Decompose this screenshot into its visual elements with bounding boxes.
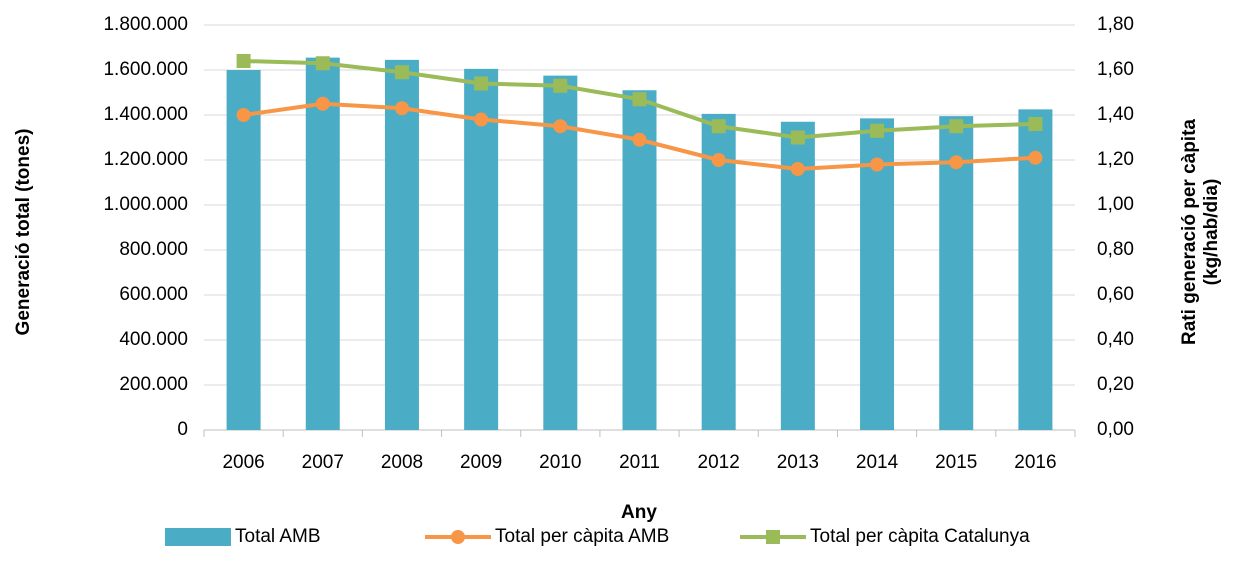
y-tick-label: 0 (177, 419, 188, 440)
y-tick-label: 1.200.000 (103, 149, 188, 170)
y2-tick-label: 1,40 (1097, 104, 1134, 125)
y2-tick-label: 0,40 (1097, 329, 1134, 350)
marker (790, 130, 805, 145)
marker (315, 56, 330, 71)
x-tick-label: 2013 (777, 452, 819, 473)
y-tick-label: 1.600.000 (103, 59, 188, 80)
y-tick-label: 1.800.000 (103, 14, 188, 35)
legend-swatch (165, 528, 231, 546)
y2-tick-label: 1,60 (1097, 59, 1134, 80)
x-tick-label: 2016 (1014, 452, 1056, 473)
marker (870, 157, 885, 172)
marker (474, 76, 489, 91)
y-tick-label: 600.000 (119, 284, 188, 305)
x-tick-label: 2012 (698, 452, 740, 473)
x-tick-label: 2006 (222, 452, 264, 473)
y-tick-label: 1.000.000 (103, 194, 188, 215)
marker (553, 78, 568, 93)
y-tick-label: 400.000 (119, 329, 188, 350)
x-tick-label: 2010 (539, 452, 581, 473)
bar (543, 75, 578, 430)
marker (1028, 150, 1043, 165)
y2-axis-title: (kg/hab/dia) (1201, 179, 1222, 286)
y2-tick-label: 0,20 (1097, 374, 1134, 395)
x-tick-label: 2007 (302, 452, 344, 473)
legend-label: Total per càpita AMB (495, 526, 669, 547)
marker (790, 162, 805, 176)
y2-axis-title: Rati generació per càpita (1179, 119, 1200, 345)
y2-tick-label: 1,20 (1097, 149, 1134, 170)
legend-swatch (766, 530, 780, 544)
y2-tick-label: 1,00 (1097, 194, 1134, 215)
marker (315, 96, 330, 111)
marker (949, 155, 964, 170)
y2-tick-label: 0,80 (1097, 239, 1134, 260)
x-axis-title: Any (621, 502, 657, 523)
marker (474, 112, 489, 127)
marker (394, 65, 409, 80)
marker (1028, 117, 1043, 131)
bar (464, 68, 499, 430)
y2-tick-label: 0,00 (1097, 419, 1134, 440)
y2-tick-label: 0,60 (1097, 284, 1134, 305)
legend-label: Total per càpita Catalunya (810, 526, 1030, 547)
y2-tick-label: 1,80 (1097, 14, 1134, 35)
legend-label: Total AMB (235, 526, 321, 547)
bar (226, 70, 261, 430)
y-tick-label: 200.000 (119, 374, 188, 395)
y-axis-title: Generació total (tones) (13, 129, 34, 336)
bar (622, 90, 657, 430)
x-tick-label: 2014 (856, 452, 899, 473)
marker (711, 119, 726, 134)
marker (870, 123, 885, 138)
y-tick-label: 1.400.000 (103, 104, 188, 125)
x-tick-label: 2015 (935, 452, 977, 473)
marker (632, 92, 647, 107)
marker (236, 54, 251, 68)
marker (553, 119, 568, 134)
marker (236, 108, 251, 122)
bar (384, 59, 419, 430)
marker (394, 101, 409, 116)
marker (632, 132, 647, 147)
bar (305, 57, 340, 430)
y-tick-label: 800.000 (119, 239, 188, 260)
x-tick-label: 2008 (381, 452, 423, 473)
x-tick-label: 2009 (460, 452, 502, 473)
marker (711, 153, 726, 167)
x-tick-label: 2011 (619, 452, 660, 473)
marker (949, 119, 964, 134)
legend-swatch (451, 530, 465, 544)
